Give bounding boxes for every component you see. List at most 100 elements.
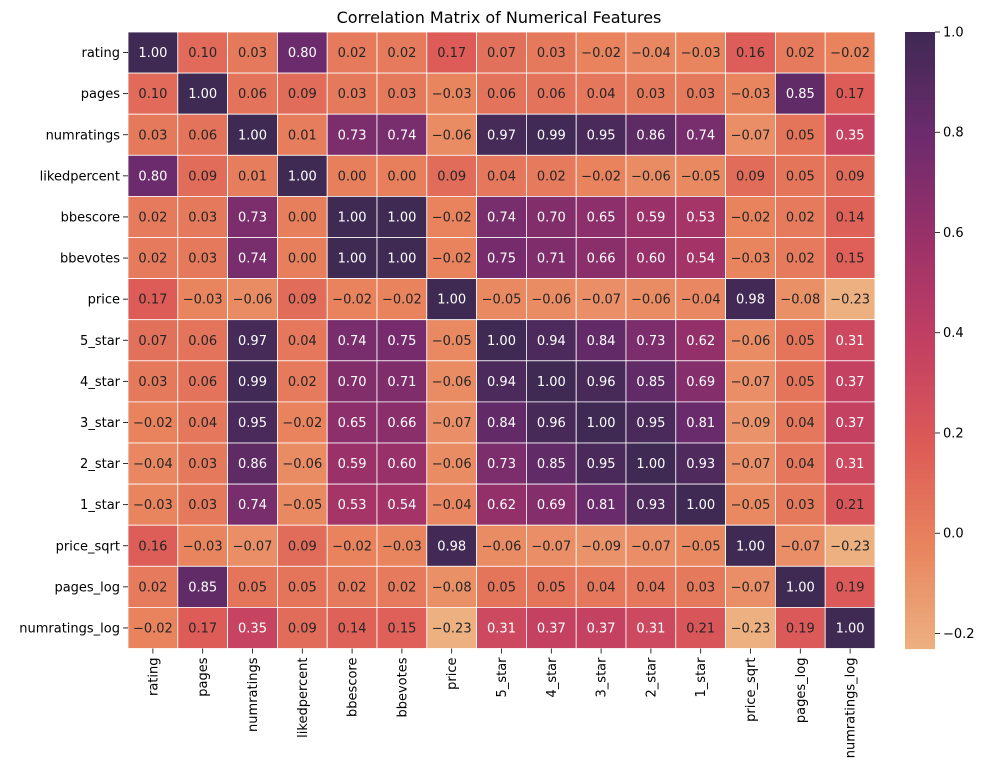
colorbar-segment [905, 484, 935, 490]
heatmap-cell [476, 154, 527, 197]
x-tick-label: rating [146, 658, 161, 697]
heatmap-cell [775, 237, 826, 279]
cell-value-label: −0.02 [332, 539, 372, 554]
heatmap-cell [177, 154, 229, 197]
cell-value-label: −0.02 [432, 210, 472, 225]
cell-value-label: 0.84 [487, 416, 516, 431]
heatmap-cell [177, 319, 229, 362]
heatmap-cell [476, 237, 527, 279]
y-tick-label: numratings_log [19, 621, 120, 636]
cell-value-label: 0.09 [288, 539, 317, 554]
heatmap-cell [376, 237, 428, 279]
cell-value-label: −0.02 [830, 46, 870, 61]
heatmap-cell [127, 278, 179, 321]
colorbar-segment [905, 535, 935, 542]
colorbar-segment [905, 103, 935, 110]
cell-value-label: 0.80 [138, 169, 167, 184]
cell-value-label: 0.35 [836, 128, 865, 143]
heatmap-cell [476, 31, 527, 74]
heatmap-cell [227, 607, 278, 649]
cell-value-label: −0.07 [780, 539, 820, 554]
heatmap-cell [227, 237, 278, 279]
colorbar-segment [905, 109, 935, 115]
cell-value-label: 0.03 [686, 580, 715, 595]
cell-value-label: 0.05 [786, 128, 815, 143]
colorbar-segment [905, 201, 935, 208]
cell-value-label: 0.09 [736, 169, 765, 184]
heatmap-cell [725, 319, 776, 362]
cell-value-label: −0.23 [830, 293, 870, 308]
heatmap-cell [575, 113, 627, 156]
cell-value-label: 1.00 [138, 46, 167, 61]
cell-value-label: 0.85 [188, 580, 217, 595]
y-tick-label: 2_star [80, 457, 121, 472]
y-tick-label: rating [81, 46, 120, 61]
colorbar-tick-label: 0.2 [943, 426, 964, 441]
cell-value-label: 0.03 [188, 252, 217, 267]
heatmap-cell [276, 565, 328, 608]
heatmap-cell [725, 237, 776, 279]
colorbar-segment [905, 386, 935, 393]
heatmap-cell [675, 483, 726, 526]
cell-value-label: 1.00 [736, 539, 765, 554]
heatmap-cell [526, 278, 577, 321]
colorbar-segment [905, 627, 935, 634]
colorbar-segment [905, 73, 935, 79]
colorbar-segment [905, 314, 935, 321]
heatmap-cell [376, 72, 428, 115]
heatmap-cell [775, 278, 826, 321]
cell-value-label: 0.59 [636, 210, 665, 225]
colorbar-segment [905, 150, 935, 156]
colorbar-segment [905, 540, 935, 547]
heatmap-cell [824, 483, 876, 526]
cell-value-label: 0.96 [537, 416, 566, 431]
colorbar: 1.0 0.8 0.6 0.4 0.2 0.0 −0.2 [905, 26, 975, 650]
cell-value-label: 0.04 [786, 416, 815, 431]
colorbar-segment [905, 67, 935, 74]
cell-value-label: 0.03 [188, 457, 217, 472]
cell-value-label: 0.02 [138, 252, 167, 267]
colorbar-tick-label: 0.6 [943, 226, 964, 241]
heatmap-cell [127, 195, 179, 238]
heatmap-cell [675, 442, 726, 485]
heatmap-cell [127, 31, 179, 74]
x-axis: rating pages numratings likedpercent bbescor… [146, 648, 859, 758]
cell-value-label: 1.00 [338, 210, 367, 225]
colorbar-segment [905, 242, 935, 249]
cell-value-label: 0.66 [387, 416, 416, 431]
cell-value-label: 0.74 [387, 128, 416, 143]
cell-value-label: 0.85 [537, 457, 566, 472]
cell-value-label: 0.17 [138, 293, 167, 308]
cell-value-label: −0.08 [432, 580, 472, 595]
colorbar-segment [905, 252, 935, 259]
colorbar-segment [905, 145, 935, 151]
cell-value-label: −0.06 [631, 169, 671, 184]
cell-value-label: 0.74 [686, 128, 715, 143]
cell-value-label: 0.94 [537, 334, 566, 349]
cell-value-label: 0.70 [338, 375, 367, 390]
colorbar-segment [905, 561, 935, 567]
colorbar-tick-label: 0.0 [943, 527, 964, 542]
colorbar-segment [905, 371, 935, 377]
colorbar-segment [905, 525, 935, 531]
cell-value-label: 0.80 [288, 46, 317, 61]
y-tick-label: numratings [46, 128, 121, 143]
heatmap-cell [127, 607, 179, 649]
colorbar-segment [905, 509, 935, 516]
colorbar-segment [905, 324, 935, 331]
cell-value-label: 0.01 [238, 169, 267, 184]
cell-value-label: 0.17 [836, 87, 865, 102]
heatmap-cell [326, 278, 378, 321]
cell-value-label: 0.73 [238, 210, 267, 225]
cell-value-label: 0.04 [636, 580, 665, 595]
heatmap-cell [725, 401, 776, 444]
colorbar-segment [905, 504, 935, 511]
heatmap-cell [725, 195, 776, 238]
cell-value-label: 0.15 [387, 621, 416, 636]
cell-value-label: 0.03 [188, 498, 217, 513]
heatmap-cell [376, 360, 428, 403]
y-tick-label: bbescore [61, 210, 120, 225]
cell-value-label: 1.00 [786, 580, 815, 595]
cell-value-label: −0.04 [681, 293, 721, 308]
cell-value-label: 0.14 [836, 210, 865, 225]
